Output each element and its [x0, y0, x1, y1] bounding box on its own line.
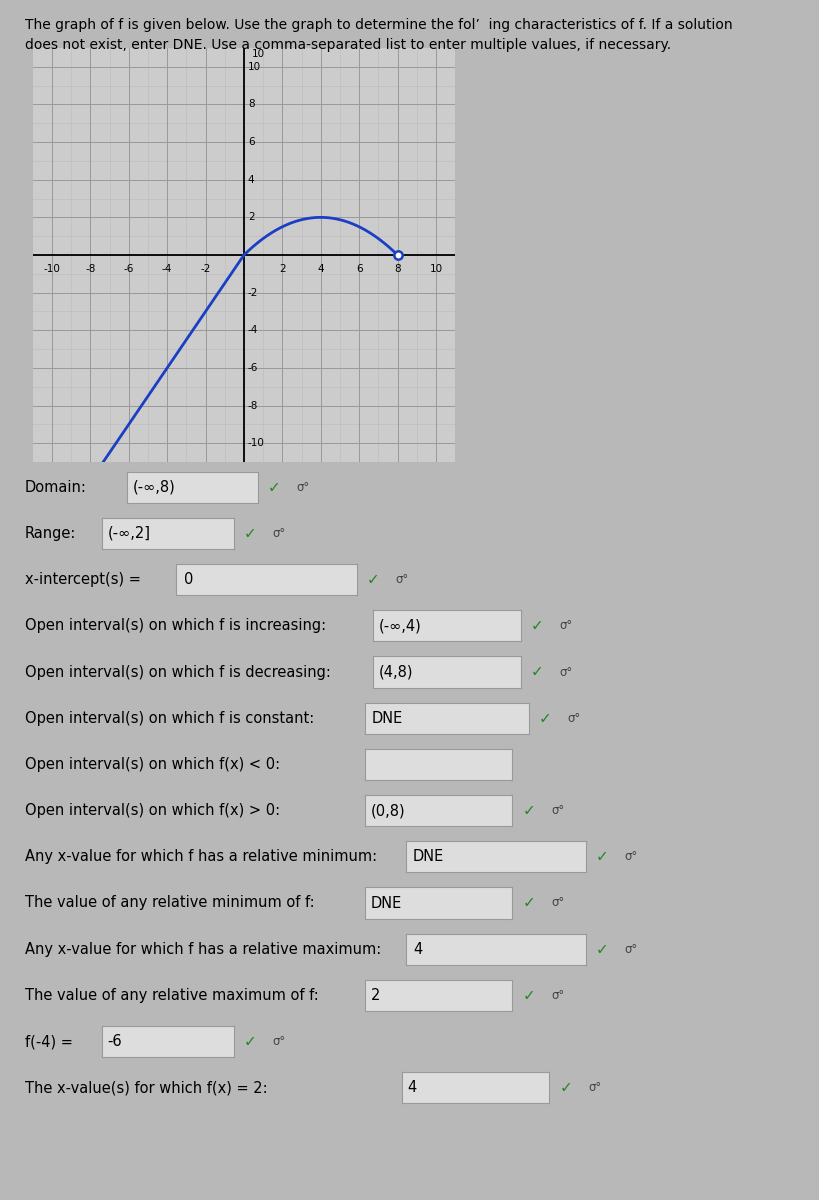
Text: 10: 10: [429, 264, 442, 275]
Text: ✓: ✓: [522, 895, 535, 911]
Text: 10: 10: [251, 49, 265, 59]
Text: ✓: ✓: [366, 572, 379, 587]
Text: The graph of f is given below. Use the graph to determine the fol’  ing characte: The graph of f is given below. Use the g…: [25, 18, 731, 32]
Text: Open interval(s) on which f is constant:: Open interval(s) on which f is constant:: [25, 710, 314, 726]
Text: (-∞,2]: (-∞,2]: [107, 526, 151, 541]
Text: Open interval(s) on which f is decreasing:: Open interval(s) on which f is decreasin…: [25, 665, 330, 679]
Text: (-∞,4): (-∞,4): [378, 618, 421, 634]
Text: ✓: ✓: [595, 942, 609, 956]
Text: 4: 4: [413, 942, 422, 956]
Text: -2: -2: [247, 288, 258, 298]
Text: Open interval(s) on which f(x) < 0:: Open interval(s) on which f(x) < 0:: [25, 757, 279, 772]
Text: ✓: ✓: [595, 850, 609, 864]
Text: σ°: σ°: [272, 527, 285, 540]
Text: Any x-value for which f has a relative minimum:: Any x-value for which f has a relative m…: [25, 850, 376, 864]
Text: σ°: σ°: [395, 574, 408, 586]
Text: σ°: σ°: [624, 851, 637, 863]
Text: σ°: σ°: [567, 712, 580, 725]
Text: Open interval(s) on which f(x) > 0:: Open interval(s) on which f(x) > 0:: [25, 803, 279, 818]
Text: ✓: ✓: [522, 988, 535, 1003]
Text: The value of any relative minimum of f:: The value of any relative minimum of f:: [25, 895, 314, 911]
Text: σ°: σ°: [550, 804, 563, 817]
Text: DNE: DNE: [371, 710, 402, 726]
Text: Range:: Range:: [25, 526, 76, 541]
Text: 2: 2: [278, 264, 285, 275]
Text: f(-4) =: f(-4) =: [25, 1034, 77, 1049]
Text: ✓: ✓: [522, 803, 535, 818]
Text: does not exist, enter DNE. Use a comma-separated list to enter multiple values, : does not exist, enter DNE. Use a comma-s…: [25, 38, 670, 53]
Text: 10: 10: [247, 62, 260, 72]
Text: ✓: ✓: [268, 480, 281, 494]
Text: 8: 8: [394, 264, 400, 275]
Text: σ°: σ°: [624, 943, 637, 955]
Text: -6: -6: [247, 362, 258, 373]
Text: σ°: σ°: [559, 619, 572, 632]
Text: ✓: ✓: [243, 1034, 256, 1049]
Text: σ°: σ°: [550, 896, 563, 910]
Text: 4: 4: [317, 264, 324, 275]
Text: Any x-value for which f has a relative maximum:: Any x-value for which f has a relative m…: [25, 942, 380, 956]
Text: (0,8): (0,8): [370, 803, 405, 818]
Text: Open interval(s) on which f is increasing:: Open interval(s) on which f is increasin…: [25, 618, 325, 634]
Text: -10: -10: [43, 264, 61, 275]
Text: DNE: DNE: [413, 850, 444, 864]
Text: -2: -2: [200, 264, 210, 275]
Text: 4: 4: [247, 175, 254, 185]
Text: x-intercept(s) =: x-intercept(s) =: [25, 572, 145, 587]
Text: (4,8): (4,8): [378, 665, 413, 679]
Text: -8: -8: [85, 264, 96, 275]
Text: 2: 2: [370, 988, 380, 1003]
Text: ✓: ✓: [530, 618, 543, 634]
Text: -6: -6: [107, 1034, 122, 1049]
Text: ✓: ✓: [559, 1080, 572, 1096]
Text: σ°: σ°: [272, 1036, 285, 1048]
Text: Domain:: Domain:: [25, 480, 86, 494]
Text: -4: -4: [247, 325, 258, 335]
Text: 2: 2: [247, 212, 254, 222]
Text: ✓: ✓: [538, 710, 551, 726]
Text: 8: 8: [247, 100, 254, 109]
Text: The x-value(s) for which f(x) = 2:: The x-value(s) for which f(x) = 2:: [25, 1080, 267, 1096]
Text: σ°: σ°: [559, 666, 572, 678]
Text: 0: 0: [183, 572, 192, 587]
Text: ✓: ✓: [243, 526, 256, 541]
Text: -8: -8: [247, 401, 258, 410]
Text: ✓: ✓: [530, 665, 543, 679]
Text: (-∞,8): (-∞,8): [132, 480, 175, 494]
Text: 4: 4: [407, 1080, 416, 1096]
Text: -6: -6: [124, 264, 133, 275]
Text: -10: -10: [247, 438, 265, 448]
Text: σ°: σ°: [296, 481, 310, 493]
Text: -4: -4: [162, 264, 172, 275]
Text: DNE: DNE: [370, 895, 401, 911]
Text: The value of any relative maximum of f:: The value of any relative maximum of f:: [25, 988, 318, 1003]
Text: σ°: σ°: [550, 989, 563, 1002]
Text: σ°: σ°: [587, 1081, 600, 1094]
Text: 6: 6: [247, 137, 254, 148]
Text: 6: 6: [355, 264, 362, 275]
